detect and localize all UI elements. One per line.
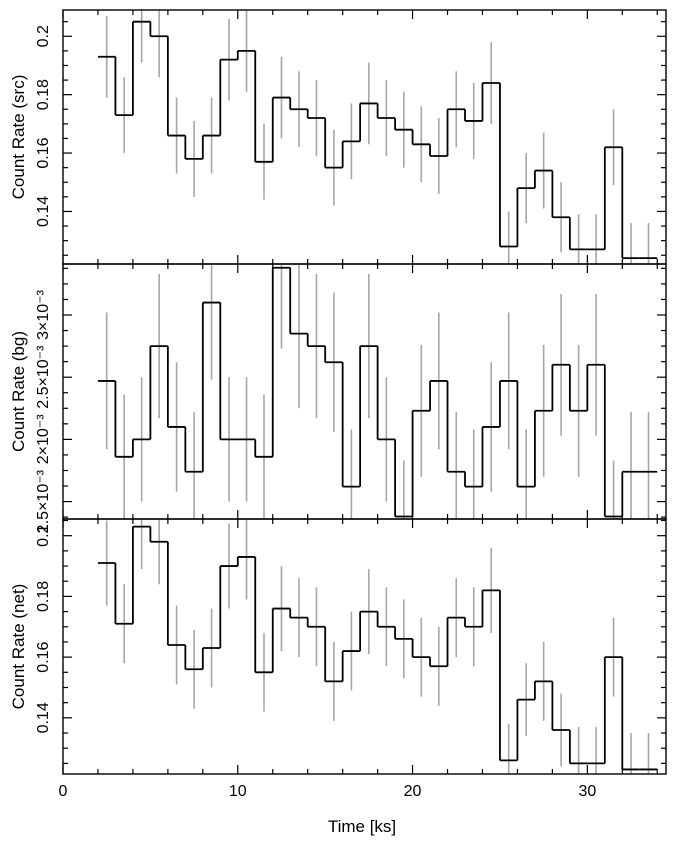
panel-1: 0.14 0.16 0.18 0.2 Count Rate (src) — [9, 9, 667, 265]
panel-frame — [62, 263, 667, 520]
y-tick-label: 0.14 — [35, 702, 52, 733]
x-tick-label: 20 — [404, 783, 422, 800]
y-tick-label: 2.5×10⁻³ — [35, 345, 52, 409]
panel-frame — [62, 9, 667, 265]
y-tick-label: 2×10⁻³ — [35, 414, 52, 464]
y-tick-label: 1.5×10⁻³ — [35, 469, 52, 533]
x-axis-label: Time [ks] — [328, 817, 396, 836]
y-tick-label: 3×10⁻³ — [35, 289, 52, 339]
y-tick-label: 0.2 — [35, 524, 52, 546]
y-tick-label: 0.2 — [35, 25, 52, 47]
panel-2-data — [97, 264, 658, 519]
panel-3-data — [97, 519, 658, 774]
x-tick-label: 10 — [229, 783, 247, 800]
y-tick-label: 0.18 — [35, 581, 52, 612]
x-tick-label: 30 — [578, 783, 596, 800]
y-tick-label: 0.16 — [35, 641, 52, 672]
panel-frame — [62, 518, 667, 775]
panel-2: 1.5×10⁻³ 2×10⁻³ 2.5×10⁻³ 3×10⁻³ Count Rate (… — [9, 263, 667, 533]
x-tick-label: 0 — [59, 783, 68, 800]
y-tick-label: 0.18 — [35, 79, 52, 110]
panels: 0.14 0.16 0.18 0.2 Count Rate (src) 1.5×10⁻³ 2… — [9, 9, 667, 800]
panel-1-data — [97, 10, 658, 264]
y-axis-label: Count Rate (net) — [9, 584, 28, 710]
y-tick-label: 0.16 — [35, 137, 52, 168]
y-axis-label: Count Rate (bg) — [9, 331, 28, 452]
panel-3: 0.14 0.16 0.18 0.2 Count Rate (net) 0 10 20 30 — [9, 518, 667, 800]
y-axis-label: Count Rate (src) — [9, 75, 28, 200]
y-tick-label: 0.14 — [35, 196, 52, 227]
